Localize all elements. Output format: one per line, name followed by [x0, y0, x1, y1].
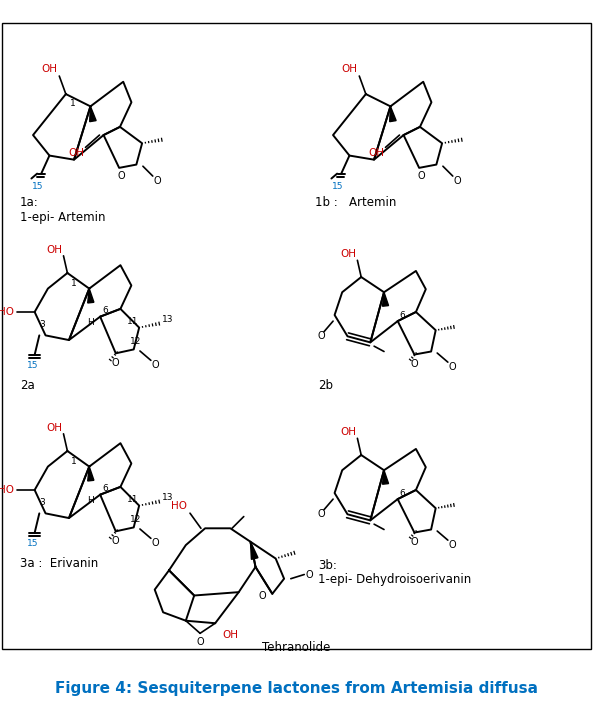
Text: O: O	[152, 360, 160, 370]
Text: O: O	[112, 536, 120, 546]
Text: 1-epi- Dehydroisoerivanin: 1-epi- Dehydroisoerivanin	[318, 573, 471, 586]
Text: HO: HO	[0, 307, 14, 317]
Text: OH: OH	[368, 148, 384, 158]
Text: Tehranolide: Tehranolide	[262, 641, 330, 654]
Text: H: H	[87, 496, 94, 506]
Text: O: O	[152, 538, 160, 548]
Text: OH: OH	[68, 148, 84, 158]
Text: O: O	[196, 637, 204, 647]
Text: HO: HO	[171, 501, 187, 511]
Text: 1: 1	[71, 457, 76, 467]
Text: O: O	[418, 171, 425, 181]
Polygon shape	[90, 106, 96, 122]
Text: OH: OH	[342, 64, 358, 74]
Text: H: H	[87, 318, 94, 327]
Text: 2b: 2b	[318, 379, 333, 392]
Text: 3: 3	[40, 498, 45, 507]
Text: O: O	[410, 537, 418, 547]
Text: 15: 15	[27, 539, 39, 549]
Text: 1b :   Artemin: 1b : Artemin	[315, 196, 396, 209]
Text: 12: 12	[130, 337, 141, 346]
Text: 13: 13	[161, 315, 173, 325]
Text: 3: 3	[40, 320, 45, 329]
Text: 3a :  Erivanin: 3a : Erivanin	[20, 557, 98, 570]
Text: 3b:: 3b:	[318, 559, 337, 572]
Text: O: O	[317, 509, 325, 520]
Text: 11: 11	[127, 495, 139, 504]
Polygon shape	[390, 106, 396, 122]
Text: 15: 15	[27, 361, 39, 370]
Text: 6: 6	[399, 310, 405, 320]
Text: 6: 6	[102, 484, 108, 493]
Text: OH: OH	[46, 245, 62, 255]
Polygon shape	[88, 467, 94, 481]
Text: OH: OH	[222, 630, 238, 640]
Text: 15: 15	[332, 182, 344, 191]
Text: O: O	[112, 358, 120, 368]
Text: 13: 13	[161, 493, 173, 502]
Text: 1a:: 1a:	[20, 196, 39, 209]
Text: 6: 6	[399, 489, 405, 498]
Text: OH: OH	[340, 250, 356, 259]
Text: O: O	[410, 358, 418, 368]
Text: OH: OH	[46, 423, 62, 433]
Text: 1-epi- Artemin: 1-epi- Artemin	[20, 211, 106, 224]
Text: O: O	[154, 176, 161, 186]
Polygon shape	[88, 288, 94, 303]
Text: Figure 4: Sesquiterpene lactones from Artemisia diffusa: Figure 4: Sesquiterpene lactones from Ar…	[55, 682, 538, 696]
Text: 2a: 2a	[20, 379, 35, 392]
Text: 15: 15	[32, 182, 44, 191]
Text: O: O	[259, 590, 266, 600]
Text: OH: OH	[42, 64, 58, 74]
Text: 6: 6	[102, 306, 108, 315]
Text: O: O	[448, 362, 456, 372]
Text: O: O	[118, 171, 125, 181]
Text: 1: 1	[71, 279, 76, 288]
Text: O: O	[317, 332, 325, 341]
Text: O: O	[305, 570, 313, 580]
Text: O: O	[454, 176, 461, 186]
Text: 1: 1	[69, 100, 75, 108]
Text: HO: HO	[0, 485, 14, 495]
Polygon shape	[382, 292, 388, 306]
Text: OH: OH	[340, 427, 356, 437]
Text: 11: 11	[127, 317, 139, 326]
Text: O: O	[448, 539, 456, 550]
Polygon shape	[250, 542, 258, 559]
Text: 12: 12	[130, 515, 141, 524]
Polygon shape	[382, 470, 388, 484]
